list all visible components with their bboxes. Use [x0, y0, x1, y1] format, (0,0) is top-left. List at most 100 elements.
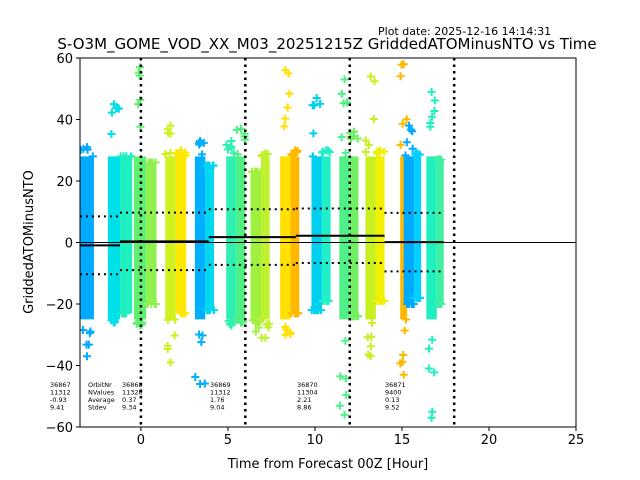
- max-marker: [227, 137, 236, 146]
- min-marker: [413, 293, 422, 302]
- outlier-marker: [172, 149, 181, 158]
- stripe-20: [372, 146, 389, 305]
- min-marker: [147, 300, 156, 308]
- x-axis: 0 5 10 15 20 25: [137, 427, 585, 448]
- outlier-marker: [285, 89, 294, 98]
- annotation-stdev-36868: 9.34: [122, 404, 136, 412]
- outlier-marker: [408, 127, 417, 136]
- outlier-marker: [396, 72, 405, 81]
- outlier-marker: [191, 373, 200, 382]
- outlier-marker: [424, 344, 433, 353]
- y-tick-label: 0: [65, 237, 73, 252]
- max-marker: [427, 87, 436, 96]
- stripe-2: [116, 152, 136, 318]
- x-tick-label: 25: [568, 433, 585, 448]
- outlier-marker: [254, 323, 263, 332]
- outlier-marker: [370, 77, 379, 86]
- stripe-core: [414, 156, 422, 298]
- outlier-marker: [107, 130, 116, 139]
- stripe-7: [191, 137, 209, 388]
- annotation-average-36868: 0.37: [122, 396, 136, 404]
- annotation-label-stdev: Stdev: [88, 404, 107, 412]
- y-axis: −60 −40 −20 0 20 40 60: [46, 52, 80, 436]
- min-marker: [366, 352, 375, 361]
- outlier-marker: [341, 336, 350, 345]
- min-marker: [427, 413, 436, 422]
- min-marker: [312, 306, 321, 315]
- stripe-core: [107, 156, 121, 320]
- annotation-label-orbit: OrbitNr: [88, 381, 112, 389]
- stripe-core: [290, 156, 300, 314]
- outlier-marker: [309, 129, 318, 138]
- max-marker: [251, 167, 260, 176]
- stripe-4: [142, 158, 160, 308]
- outlier-marker: [264, 323, 273, 332]
- outlier-marker: [363, 333, 372, 342]
- outlier-marker: [401, 151, 410, 160]
- outlier-marker: [336, 372, 345, 381]
- max-marker: [366, 72, 375, 81]
- max-marker: [312, 93, 321, 102]
- outlier-marker: [222, 140, 231, 149]
- max-marker: [350, 127, 359, 136]
- stripe-core: [165, 156, 176, 320]
- outlier-marker: [232, 125, 241, 134]
- stripe-5: [161, 121, 179, 367]
- outlier-marker: [281, 114, 290, 123]
- outlier-marker: [402, 315, 411, 324]
- max-marker: [236, 124, 245, 133]
- outlier-marker: [280, 122, 289, 131]
- stripe-25: [433, 155, 446, 308]
- stripe-16: [318, 146, 334, 305]
- outlier-marker: [408, 144, 417, 153]
- max-marker: [136, 63, 145, 72]
- annotation-stdev-36870: 8.86: [297, 404, 311, 412]
- min-marker: [236, 318, 245, 327]
- stripe-core: [436, 159, 444, 304]
- max-marker: [261, 149, 270, 158]
- max-marker: [376, 146, 385, 155]
- outlier-marker: [400, 326, 409, 335]
- max-marker: [436, 155, 445, 164]
- orbit-annotations: OrbitNrNValuesAverageStdev3686711312-0.9…: [50, 381, 406, 412]
- min-marker: [376, 296, 385, 305]
- max-marker: [147, 158, 156, 167]
- outlier-marker: [166, 129, 175, 138]
- min-marker: [82, 352, 91, 361]
- outlier-marker: [224, 317, 233, 326]
- y-tick-label: −60: [46, 421, 73, 436]
- outlier-marker: [308, 101, 317, 110]
- stripe-core: [133, 156, 147, 320]
- annotation-average-36871: 0.13: [385, 396, 399, 404]
- min-marker: [322, 296, 331, 305]
- stripe-15: [307, 93, 326, 315]
- outlier-marker: [233, 150, 242, 159]
- min-marker: [227, 321, 236, 330]
- x-tick-label: 0: [137, 433, 145, 448]
- min-marker: [340, 410, 349, 419]
- annotation-label-average: Average: [88, 396, 115, 404]
- x-tick-label: 15: [394, 433, 411, 448]
- stripe-core: [321, 156, 331, 301]
- y-tick-label: 20: [56, 175, 73, 190]
- min-marker: [166, 358, 175, 367]
- annotation-average-36870: 2.21: [297, 396, 311, 404]
- annotation-nvalues-36868: 11328: [122, 389, 143, 397]
- outlier-marker: [134, 317, 143, 326]
- outlier-marker: [428, 335, 437, 344]
- max-marker: [122, 152, 131, 161]
- outlier-marker: [426, 118, 435, 127]
- annotation-nvalues-36867: 11312: [50, 389, 71, 397]
- outlier-marker: [88, 152, 97, 161]
- outlier-marker: [402, 138, 411, 147]
- stripe-core: [311, 156, 322, 311]
- max-marker: [166, 121, 175, 130]
- max-marker: [290, 146, 299, 155]
- stripe-core: [80, 156, 94, 320]
- outlier-marker: [179, 152, 188, 161]
- min-marker: [350, 312, 359, 321]
- min-marker: [261, 333, 270, 342]
- stripe-23: [410, 149, 425, 302]
- plot-date: Plot date: 2025-12-16 14:14:31: [378, 25, 551, 38]
- outlier-marker: [107, 108, 116, 117]
